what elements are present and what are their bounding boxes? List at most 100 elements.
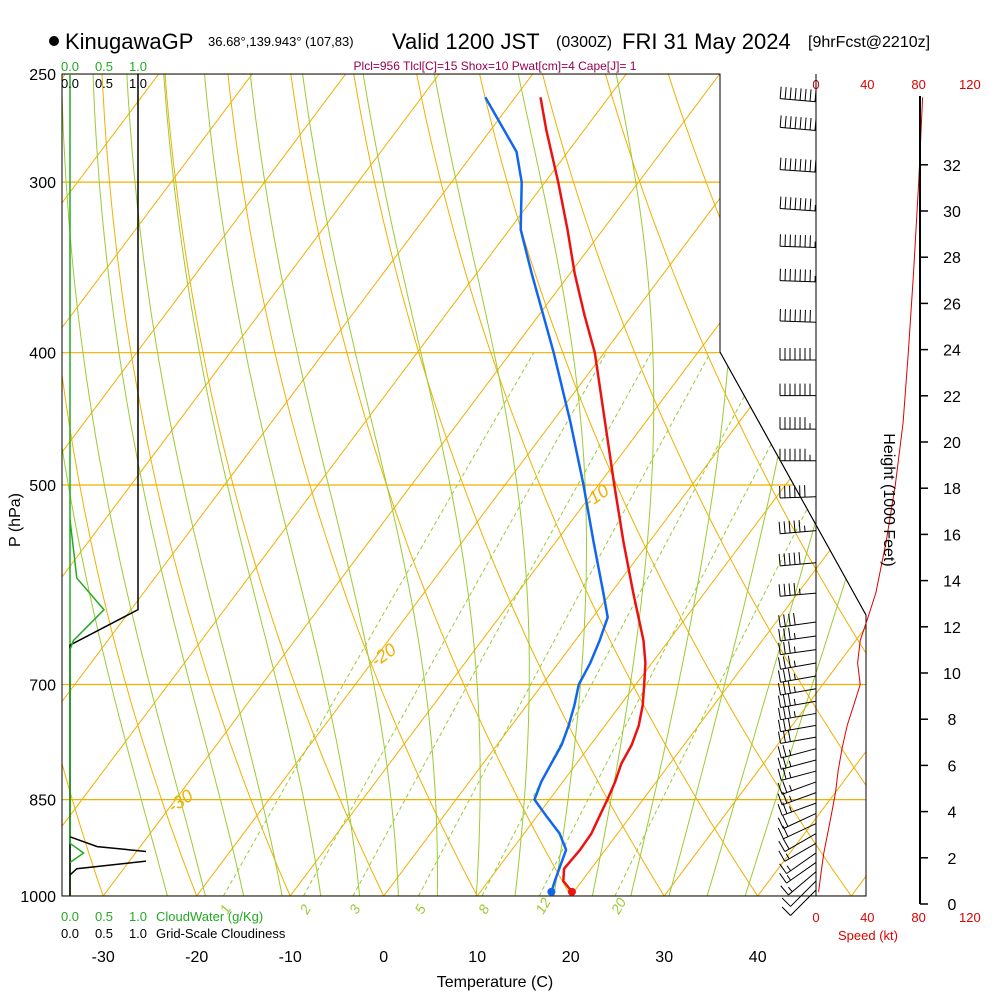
mixing-ratio-label: 20 [607,895,629,918]
mixing-ratio-label: 2 [296,902,314,918]
wind-barb [779,196,817,212]
pressure-tick-label: 250 [29,67,56,84]
wind-barb [777,655,817,670]
moist-adiabat-line [623,74,735,896]
speed-tick-bottom: 0 [812,910,819,925]
cloudiness-tick-bottom: 0.0 [61,926,79,941]
station-name: KinugawaGP [65,29,193,54]
moist-adiabat-line [412,74,530,896]
wind-barb [779,383,816,397]
cloudiness-tick-top: 1.0 [129,76,147,91]
isotherm-line [62,74,165,896]
moist-adiabat-line [344,74,481,896]
wind-barb [777,756,817,770]
dry-adiabat-line [62,74,114,896]
wind-barb [779,309,817,323]
dewpoint-line [484,96,609,893]
height-tick-label: 18 [943,481,961,498]
cloudwater-tick-top: 1.0 [129,59,147,74]
temperature-tick-label: -30 [92,949,115,966]
isotherm-line [62,74,726,896]
wind-barb [779,268,817,283]
dry-adiabat-line [157,74,399,896]
x-axis-label: Temperature (C) [437,974,553,991]
moist-adiabat-line [195,74,363,896]
wind-barb [777,744,817,759]
zulu-time: (0300Z) [556,34,612,51]
wind-barb [777,718,817,733]
wind-barb [777,823,817,840]
cloudiness-tick-top: 0.0 [61,76,79,91]
speed-axis-label: Speed (kt) [838,928,898,943]
moist-adiabat-line [287,74,438,896]
moist-adiabat-line [62,74,213,896]
pressure-tick-label: 400 [29,346,56,363]
wind-barb [778,582,817,597]
isotherm-line [62,74,72,896]
wind-barb [777,693,817,708]
station-marker-icon [49,36,59,46]
temperature-tick-label: 0 [379,949,388,966]
wind-barb [780,871,817,896]
cloudiness-tick-bottom: 1.0 [129,926,147,941]
wind-barb [777,812,817,830]
moist-adiabat-line [90,74,251,896]
isotherm-line [62,74,352,896]
isotherm-line [62,74,539,896]
cloudwater-tick-bottom: 1.0 [129,909,147,924]
cloudwater-tick-top: 0.0 [61,59,79,74]
mixing-ratio-label: 5 [411,902,429,917]
isotherm-line [62,74,633,896]
height-tick-label: 28 [943,250,961,267]
height-tick-label: 14 [943,574,961,591]
surface-dewpoint-point [547,887,556,896]
speed-tick-bottom: 40 [860,910,874,925]
low-cloud-spike [69,836,146,876]
height-tick-label: 6 [948,758,957,775]
mixing-ratio-label: 8 [475,902,493,917]
moist-adiabat-line [122,74,288,896]
wind-barb [778,520,817,535]
isotherm-line [829,74,866,896]
dry-adiabat-line [629,74,866,896]
mixing-ratio-line [538,352,820,896]
temperature-tick-label: 10 [468,949,486,966]
temperature-tick-label: 40 [749,949,767,966]
temperature-tick-label: 20 [562,949,580,966]
wind-barb [778,613,817,628]
dry-adiabat-line [393,74,778,896]
isotherm-line [62,74,259,896]
isotherm-line [62,74,446,896]
isotherm-line [735,74,866,896]
isotherm-line [455,74,866,896]
valid-date: FRI 31 May 2024 [622,29,791,54]
dry-adiabat-line [688,74,866,896]
height-tick-label: 4 [948,805,957,822]
speed-tick-top: 40 [860,77,874,92]
mixing-ratio-label: 3 [346,902,364,917]
moist-adiabat-line [735,74,866,896]
cloudwater-tick-top: 0.5 [95,59,113,74]
mixing-ratio-line [303,352,607,896]
height-tick-label: 32 [943,158,961,175]
mixing-ratio-label: 12 [532,895,554,917]
cloudiness-label: Grid-Scale Cloudiness [156,926,286,941]
mixing-ratio-line [418,352,711,896]
height-tick-label: 8 [948,712,957,729]
height-axis-label: Height (1000 Feet) [880,433,897,566]
wind-barb [777,767,817,781]
cloudiness-tick-bottom: 0.5 [95,926,113,941]
wind-barb [779,862,817,884]
mixing-ratio-line [352,352,652,896]
wind-barb [778,641,817,656]
isotherm-line [361,74,866,896]
wind-barb [779,852,817,875]
wind-barb [777,781,817,795]
dry-adiabat-line [747,74,866,896]
speed-tick-bottom: 120 [959,910,981,925]
dry-adiabat-line [334,74,683,896]
pressure-tick-label: 850 [29,793,56,810]
dry-adiabat-line [275,74,588,896]
moist-adiabat-line [585,74,655,896]
wind-barb [779,86,817,103]
